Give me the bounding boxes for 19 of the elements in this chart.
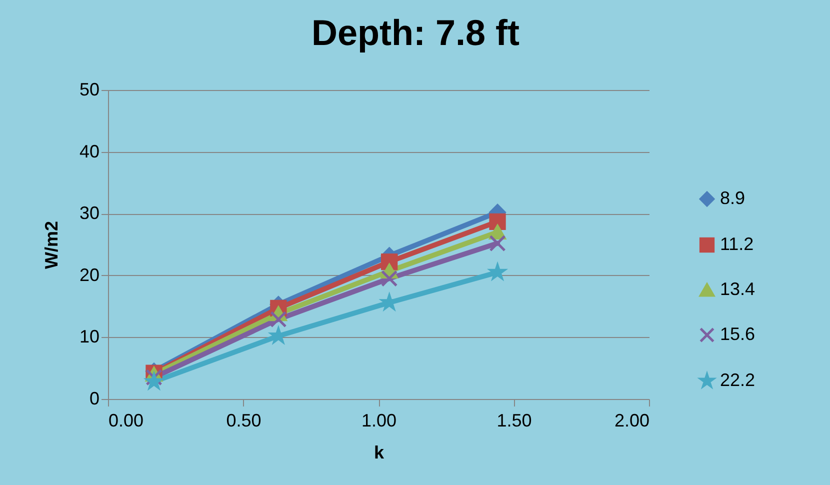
y-tick-label: 20 <box>79 264 100 285</box>
y-tick-label: 40 <box>79 141 100 162</box>
y-tick-label: 0 <box>89 388 100 408</box>
x-tick-label: 0.50 <box>226 410 262 430</box>
legend-label: 22.2 <box>720 370 756 390</box>
x-tick-label: 1.50 <box>496 410 532 430</box>
legend-label: 8.9 <box>720 188 746 208</box>
x-axis-title: k <box>374 442 385 462</box>
y-axis-title: W/m2 <box>41 220 62 270</box>
y-tick-label: 10 <box>79 326 100 347</box>
legend-label: 11.2 <box>720 234 754 254</box>
x-tick-label: 2.00 <box>614 410 650 430</box>
chart-title: Depth: 7.8 ft <box>311 12 520 53</box>
y-tick-label: 30 <box>79 203 100 224</box>
legend-label: 15.6 <box>720 324 756 344</box>
x-tick-label: 1.00 <box>361 410 397 430</box>
x-tick-label: 0.00 <box>108 410 144 430</box>
legend-label: 13.4 <box>720 279 756 299</box>
y-tick-label: 50 <box>79 80 100 100</box>
